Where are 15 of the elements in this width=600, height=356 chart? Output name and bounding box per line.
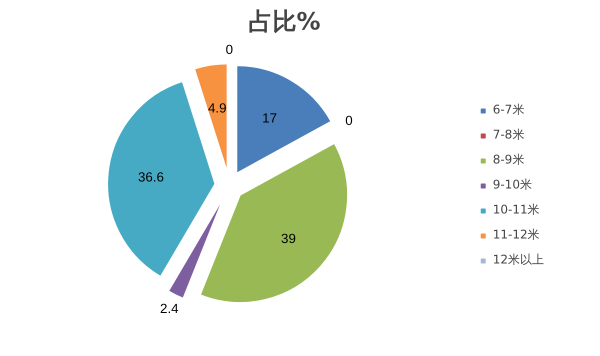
text: 0	[345, 112, 353, 128]
data-label: 4.9	[208, 100, 227, 116]
legend-label: 8-9米	[492, 152, 524, 168]
data-label: 39	[281, 230, 296, 246]
chart-title: 占比%	[248, 8, 321, 36]
legend-label: 11-12米	[492, 226, 540, 244]
data-label: 2.4	[160, 300, 180, 316]
legend-label: 7-8米	[492, 126, 524, 144]
legend-label: 9-10米	[492, 176, 532, 194]
legend-label: 12米以上	[492, 252, 544, 268]
legend-label: 10-11米	[492, 202, 540, 218]
data-label: 36.6	[138, 170, 164, 185]
data-label: 17	[262, 110, 277, 126]
legend-label: 6-7米	[492, 102, 524, 118]
text: 0	[226, 42, 234, 58]
